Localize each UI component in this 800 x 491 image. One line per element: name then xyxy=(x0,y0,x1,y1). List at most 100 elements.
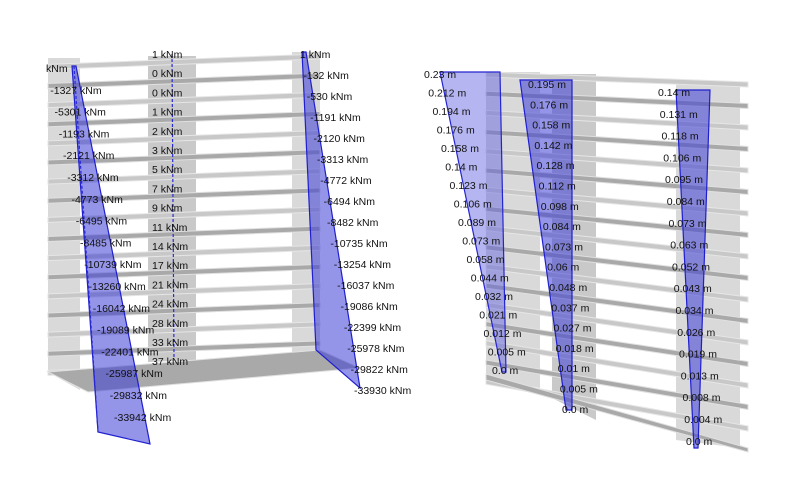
floor-slab xyxy=(47,110,321,128)
core-moment-label: 37 kNm xyxy=(152,356,188,368)
core-moment-label: 24 kNm xyxy=(152,299,188,311)
left-wall-moment-label: -19089 kNm xyxy=(97,325,154,337)
left-wall-moment-label: -8485 kNm xyxy=(80,237,132,249)
left-wall-displacement-label: 0.106 m xyxy=(454,199,492,211)
floor-slab-2 xyxy=(485,321,749,368)
core-displacement-label: 0.01 m xyxy=(558,363,590,375)
right-wall-moment-diagram xyxy=(301,51,361,390)
core-moment-label: 33 kNm xyxy=(152,337,188,349)
core-moment-label: 7 kNm xyxy=(152,183,183,195)
core-displacement-label: 0.073 m xyxy=(545,241,583,253)
central-core-wall xyxy=(148,56,196,362)
right-wall-displacement-label: 0.084 m xyxy=(667,196,705,208)
core-moment-label: 14 kNm xyxy=(152,241,188,253)
right-wall-moment-label: -10735 kNm xyxy=(330,238,387,250)
core-displacement-label: 0.06 m xyxy=(547,262,579,274)
right-wall-displacement-label: 0.034 m xyxy=(676,305,714,317)
core-moment-label: 28 kNm xyxy=(152,318,188,330)
core-displacement-label: 0.195 m xyxy=(528,79,566,91)
right-wall-moment-label: -29822 kNm xyxy=(351,364,408,376)
left-wall-displacement-label: 0.089 m xyxy=(458,217,496,229)
left-wall-moment-label: -5301 kNm xyxy=(55,107,107,119)
right-wall-displacement-label: 0.019 m xyxy=(679,349,717,361)
left-wall-displacement-label: 0.14 m xyxy=(445,162,477,174)
core-displacement-label: 0.0 m xyxy=(562,404,589,416)
left-wall-moment-label: -6495 kNm xyxy=(76,216,128,228)
core-moment-label: 9 kNm xyxy=(152,203,183,215)
left-wall-moment-label: -13260 kNm xyxy=(89,281,146,293)
left-wall-displacement-label: 0.23 m xyxy=(424,69,456,81)
base-slab-2 xyxy=(485,373,749,453)
core-moment-label: 2 kNm xyxy=(152,126,183,138)
floor-slab xyxy=(47,72,321,90)
left-wall-moment-label: -29832 kNm xyxy=(110,390,167,402)
core-displacement-label: 0.005 m xyxy=(560,384,598,396)
core-axis xyxy=(171,53,175,359)
left-wall-moment-diagram xyxy=(71,65,151,445)
right-wall-displacement-label: 0.131 m xyxy=(660,109,698,121)
left-wall-moment-label: -3312 kNm xyxy=(67,172,119,184)
left-wall-axis xyxy=(73,65,99,433)
right-wall-moment-label: -16037 kNm xyxy=(337,280,394,292)
core-moment-label: 0 kNm xyxy=(152,87,183,99)
right-building-displacement-model: 0.23 m 0.212 m 0.194 m 0.176 m 0.158 m 0.14 m… xyxy=(424,69,749,453)
right-wall-moment-label: -13254 kNm xyxy=(334,259,391,271)
right-wall-moment-label: -3313 kNm xyxy=(317,154,369,166)
left-wall-moment-label: -25987 kNm xyxy=(106,368,163,380)
left-wall-moment-label: -1327 kNm xyxy=(50,85,102,97)
left-wall-moment-label: -4773 kNm xyxy=(72,194,124,206)
core-displacement-label: 0.176 m xyxy=(530,99,568,111)
core-moment-label: 3 kNm xyxy=(152,145,183,157)
left-wall-displacement-label: 0.005 m xyxy=(488,347,526,359)
right-wall-moment-label: -19086 kNm xyxy=(341,301,398,313)
core-displacement-label: 0.037 m xyxy=(551,302,589,314)
right-wall-displacement-label: 0.013 m xyxy=(681,370,719,382)
core-displacement-label: 0.142 m xyxy=(534,140,572,152)
left-wall-moment-label: -33942 kNm xyxy=(114,412,171,424)
core-moment-label: 1 kNm xyxy=(152,107,183,119)
left-wall-displacement-diagram xyxy=(439,71,507,373)
right-wall-moment-label: -33930 kNm xyxy=(354,385,411,397)
right-wall-moment-label: -1191 kNm xyxy=(310,112,361,124)
core-displacement-label: 0.158 m xyxy=(532,120,570,132)
left-wall-displacement-label: 0.0 m xyxy=(492,365,519,377)
core-moment-label: 5 kNm xyxy=(152,164,183,176)
core-displacement-label: 0.128 m xyxy=(537,160,575,172)
core-displacement-label: 0.084 m xyxy=(543,221,581,233)
right-wall-moment-label: -2120 kNm xyxy=(314,133,366,145)
right-wall-moment-label: 1 kNm xyxy=(300,49,331,61)
floor-slab xyxy=(47,91,321,109)
right-wall-displacement-label: 0.026 m xyxy=(677,327,715,339)
floor-slab-2 xyxy=(485,340,749,389)
core-displacement-label: 0.098 m xyxy=(541,201,579,213)
right-wall-displacement-label: 0.095 m xyxy=(665,174,703,186)
right-wall-displacement-label: 0.14 m xyxy=(658,87,690,99)
core-moment-label: 1 kNm xyxy=(152,49,183,61)
right-wall-displacement-label: 0.073 m xyxy=(669,218,707,230)
left-wall-moment-label: -16042 kNm xyxy=(93,303,150,315)
left-wall-moment-label: -1193 kNm xyxy=(59,128,110,140)
right-wall-moment-label: -22399 kNm xyxy=(344,322,401,334)
left-wall-displacement-label: 0.032 m xyxy=(475,291,513,303)
left-wall-moment-label: -2121 kNm xyxy=(63,150,115,162)
right-wall-displacement-label: 0.118 m xyxy=(662,131,699,143)
left-wall-moment-label: -22401 kNm xyxy=(101,346,158,358)
right-wall-displacement-label: 0.106 m xyxy=(663,152,701,164)
right-wall-displacement-label: 0.0 m xyxy=(686,436,713,448)
floor-slab xyxy=(47,53,321,70)
right-wall-moment-label: -4772 kNm xyxy=(320,175,372,187)
left-wall-displacement-label: 0.212 m xyxy=(428,88,466,100)
core-moment-label: 0 kNm xyxy=(152,68,183,80)
right-wall-moment-label: -25978 kNm xyxy=(347,343,404,355)
left-wall-moment-label: -10739 kNm xyxy=(84,259,141,271)
floor-slab-2 xyxy=(485,71,749,88)
left-building-moment-model: kNm -1327 kNm -5301 kNm -1193 kNm -2121 kNm -… xyxy=(46,49,411,445)
right-wall-moment-label: -8482 kNm xyxy=(327,217,379,229)
core-displacement-diagram xyxy=(519,79,573,411)
core-displacement-label: 0.018 m xyxy=(556,343,594,355)
left-wall-displacement-label: 0.058 m xyxy=(467,254,505,266)
core-moment-label: 11 kNm xyxy=(152,222,188,234)
core-displacement-label: 0.048 m xyxy=(549,282,587,294)
